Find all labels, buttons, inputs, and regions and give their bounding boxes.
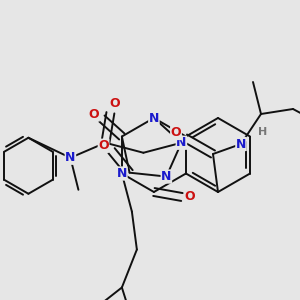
Text: O: O [98,139,109,152]
Text: N: N [65,151,76,164]
Text: H: H [258,127,268,137]
Text: N: N [149,112,159,124]
Text: O: O [184,190,195,203]
Text: N: N [161,170,172,183]
Text: O: O [109,97,120,110]
Text: O: O [171,127,181,140]
Text: O: O [88,108,99,121]
Text: N: N [176,136,187,149]
Text: N: N [236,137,246,151]
Text: N: N [117,167,127,180]
